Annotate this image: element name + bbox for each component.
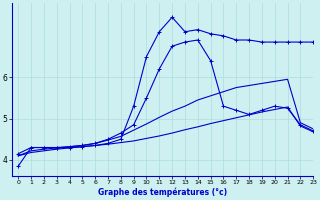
X-axis label: Graphe des températures (°c): Graphe des températures (°c) (98, 188, 227, 197)
